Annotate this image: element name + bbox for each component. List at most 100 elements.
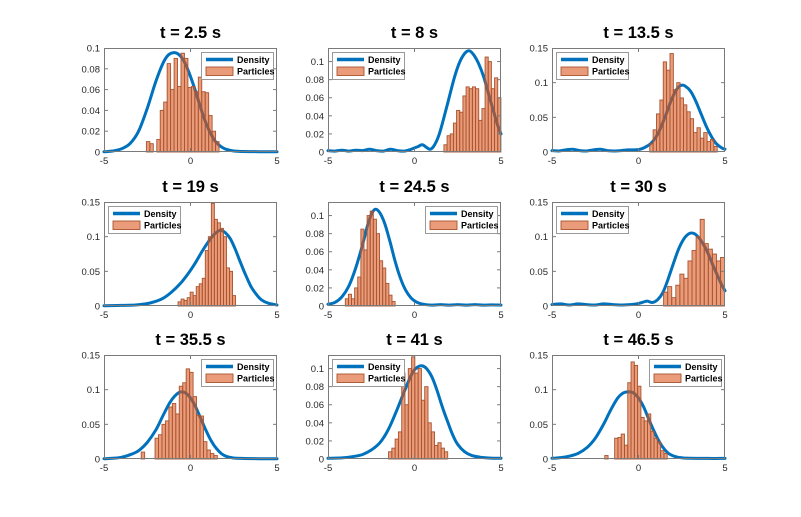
histogram-bar <box>391 447 396 460</box>
subplot-title: t = 8 s <box>390 24 439 42</box>
y-tick-label: 0.1 <box>87 232 100 243</box>
histogram-bar <box>696 127 701 153</box>
histogram-bar <box>487 61 492 153</box>
histogram-bar <box>656 441 662 460</box>
histogram-bar <box>468 88 473 153</box>
y-tick-label: 0.02 <box>306 283 325 294</box>
y-tick-label: 0.06 <box>306 93 325 104</box>
y-tick-label: 0.15 <box>530 44 549 55</box>
legend-particles-swatch <box>336 373 365 383</box>
y-tick-label: 0.15 <box>530 198 549 209</box>
histogram-bar <box>687 260 693 307</box>
legend-particles-label: Particles <box>592 221 630 231</box>
histogram-bar <box>710 139 715 153</box>
histogram-bar <box>180 298 185 307</box>
histogram-bar <box>192 295 197 307</box>
histogram-bar <box>192 396 197 460</box>
y-tick-label: 0.1 <box>311 57 324 68</box>
legend-particles-swatch <box>560 66 589 76</box>
x-tick-label: -5 <box>324 156 332 167</box>
histogram-bar <box>197 76 203 153</box>
histogram-bar <box>382 267 387 307</box>
y-tick-label: 0.05 <box>82 420 101 431</box>
histogram-bar <box>407 368 413 460</box>
legend: Density Particles <box>556 52 630 80</box>
subplot-t-35-5s: t = 35.5 s -5 0 5 0 0.05 0.1 0.15 Density Partic… <box>68 328 283 474</box>
histogram-bar <box>149 143 154 153</box>
histogram-bar <box>196 414 201 460</box>
x-tick-label: -5 <box>324 310 332 321</box>
y-tick-label: 0.05 <box>530 267 549 278</box>
legend-particles-swatch <box>429 220 458 230</box>
y-tick-label: 0.04 <box>306 265 325 276</box>
histogram-bar <box>199 415 204 460</box>
y-tick-label: 0.15 <box>530 351 549 362</box>
y-tick-label: 0 <box>319 455 324 466</box>
subplot-title: t = 19 s <box>162 178 219 196</box>
histogram-bar <box>706 141 711 153</box>
histogram-bar <box>344 298 349 307</box>
y-tick-label: 0 <box>543 302 548 313</box>
axes-frame <box>104 355 277 459</box>
histogram-bar <box>656 113 661 153</box>
histogram-bar <box>437 442 442 460</box>
histogram-bar <box>385 282 390 307</box>
x-tick-label: 5 <box>274 156 279 167</box>
histogram-bar <box>379 260 384 307</box>
histogram-bar <box>637 385 642 460</box>
histogram-bar <box>357 276 362 307</box>
x-tick-label: 0 <box>412 463 417 474</box>
subplot-t-30s: t = 30 s -5 0 5 0 0.05 0.1 0.15 Density Particle… <box>516 175 731 322</box>
tick-labels: -5 0 500.050.10.15 <box>82 198 280 322</box>
histogram-bar <box>679 273 685 307</box>
y-tick-label: 0.02 <box>82 127 101 138</box>
histogram-bar <box>617 437 622 460</box>
histogram-bar <box>478 119 483 153</box>
histogram-bar <box>443 451 449 460</box>
subplot-title: t = 2.5 s <box>160 24 221 42</box>
histogram-bar <box>156 139 161 153</box>
legend: Density Particles <box>201 359 275 387</box>
histogram-bar <box>411 356 416 460</box>
x-tick-label: 5 <box>722 463 727 474</box>
subplot-title: t = 24.5 s <box>379 178 450 196</box>
tick-labels: -5 0 500.050.10.15 <box>530 198 728 322</box>
histogram-bar <box>204 92 210 153</box>
histogram-bar <box>375 233 380 307</box>
subplot-title: t = 46.5 s <box>603 331 674 349</box>
y-tick-label: 0 <box>95 302 100 313</box>
subplot-title: t = 35.5 s <box>155 331 226 349</box>
histogram-bar <box>640 416 645 460</box>
density-curve <box>326 49 503 153</box>
axes-t-30s: -5 0 5 0 0.05 0.1 0.15 Density Particles <box>530 198 728 322</box>
y-tick-label: 0.08 <box>82 64 101 75</box>
x-tick-label: 5 <box>722 156 727 167</box>
x-tick-label: -5 <box>100 463 108 474</box>
y-tick-label: 0 <box>543 455 548 466</box>
histogram-bar <box>647 413 652 460</box>
histogram-bar <box>633 364 639 460</box>
axes-frame <box>104 48 277 152</box>
histogram-bar <box>449 133 454 153</box>
histogram-bar <box>189 371 194 460</box>
x-tick-label: -5 <box>324 463 332 474</box>
subplot-title: t = 30 s <box>610 178 667 196</box>
histogram-bar <box>404 404 409 460</box>
y-tick-label: 0.08 <box>306 75 325 86</box>
y-tick-label: 0.05 <box>530 113 549 124</box>
tick-labels: -5 0 500.050.10.15 <box>530 351 728 475</box>
histogram-bar <box>691 250 697 307</box>
subplot-t-19s: t = 19 s -5 0 5 0 0.05 0.1 0.15 Density Particle… <box>68 175 283 322</box>
tick-labels: -5 0 500.050.10.15 <box>82 351 280 475</box>
density-curve <box>326 364 503 460</box>
x-tick-label: 5 <box>498 310 503 321</box>
x-tick-label: 0 <box>188 310 193 321</box>
histogram-bar <box>166 63 172 153</box>
tick-labels: -5 0 500.020.040.060.080.1 <box>82 44 280 168</box>
legend-particles-swatch <box>205 66 234 76</box>
histogram-bar <box>219 227 224 307</box>
y-tick-label: 0 <box>95 455 100 466</box>
